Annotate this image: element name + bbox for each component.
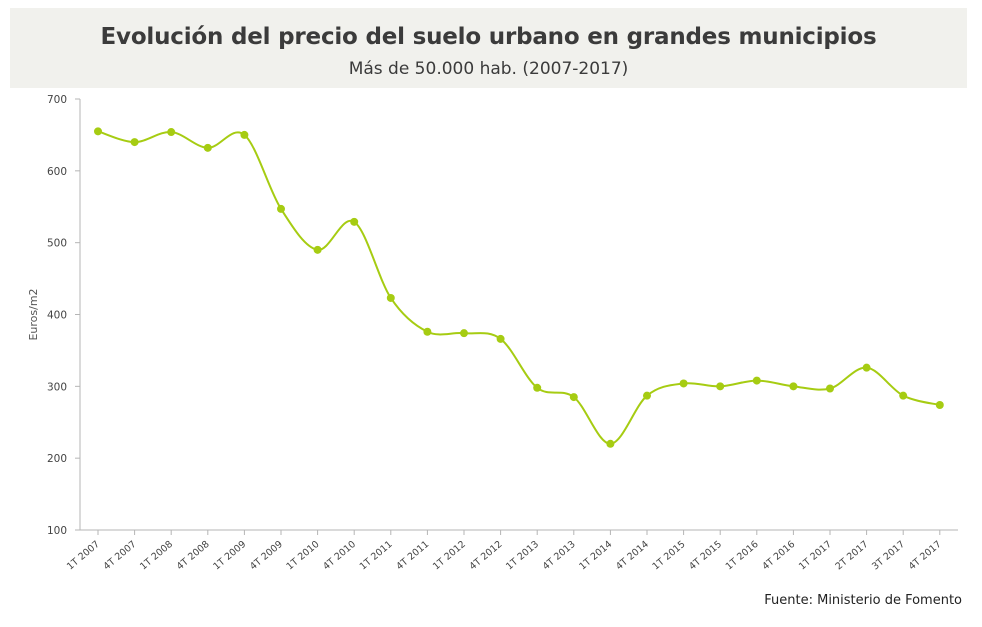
y-tick-label: 500	[47, 238, 67, 250]
data-point	[569, 393, 578, 402]
data-point	[350, 217, 359, 226]
x-tick-label: 4T 2013	[541, 539, 578, 573]
data-point	[606, 439, 615, 448]
x-tick-label: 1T 2014	[577, 539, 614, 573]
data-point	[826, 384, 834, 393]
x-tick-label: 1T 2015	[651, 539, 688, 573]
data-point	[752, 376, 761, 385]
y-tick-label: 600	[47, 166, 67, 178]
data-point	[167, 128, 176, 137]
data-point	[899, 391, 908, 400]
series-line	[97, 130, 941, 445]
y-tick-label: 400	[47, 310, 67, 322]
x-tick-label: 1T 2017	[797, 539, 834, 573]
x-tick-label: 1T 2007	[65, 539, 102, 573]
x-tick-label: 1T 2013	[504, 539, 541, 573]
x-tick-label: 1T 2016	[724, 539, 761, 573]
data-point	[386, 293, 395, 302]
data-point	[313, 245, 322, 254]
y-tick-label: 200	[47, 453, 67, 465]
data-point	[460, 329, 468, 338]
data-point	[130, 138, 139, 147]
data-point	[935, 401, 944, 410]
x-tick-label: 4T 2009	[248, 539, 285, 573]
source-note: Fuente: Ministerio de Fomento	[764, 593, 962, 608]
x-tick-label: 4T 2010	[321, 539, 358, 573]
x-tick-label: 3T 2017	[870, 539, 907, 573]
x-tick-label: 4T 2014	[614, 539, 651, 573]
data-point	[716, 382, 725, 391]
data-point	[94, 127, 102, 136]
x-tick-label: 4T 2015	[687, 539, 724, 573]
data-point	[862, 363, 871, 372]
x-tick-label: 4T 2011	[394, 539, 431, 573]
data-point	[789, 382, 798, 391]
data-point	[496, 334, 505, 343]
y-tick-label: 300	[47, 381, 67, 393]
x-tick-label: 4T 2012	[468, 539, 505, 573]
x-tick-label: 4T 2008	[175, 539, 212, 573]
y-axis-label: Euros/m2	[27, 288, 40, 340]
x-tick-label: 1T 2009	[211, 539, 248, 573]
y-tick-label: 100	[47, 525, 67, 537]
data-point	[240, 130, 249, 139]
x-tick-label: 4T 2016	[760, 539, 797, 573]
x-tick-label: 2T 2017	[834, 539, 871, 573]
data-point	[203, 143, 212, 152]
x-tick-label: 1T 2010	[285, 539, 322, 573]
x-tick-label: 4T 2007	[102, 539, 139, 573]
data-point	[643, 391, 651, 400]
x-tick-label: 1T 2012	[431, 539, 468, 573]
data-point	[277, 204, 285, 213]
data-point	[423, 327, 432, 336]
y-tick-label: 700	[47, 94, 67, 106]
x-tick-label: 1T 2008	[138, 539, 175, 573]
data-point	[533, 383, 542, 392]
chart-header: Evolución del precio del suelo urbano en…	[10, 8, 967, 88]
chart-subtitle: Más de 50.000 hab. (2007-2017)	[348, 59, 629, 79]
data-point	[679, 379, 688, 388]
x-tick-label: 1T 2011	[358, 539, 395, 573]
x-tick-label: 4T 2017	[907, 539, 944, 573]
chart-title: Evolución del precio del suelo urbano en…	[100, 24, 877, 50]
